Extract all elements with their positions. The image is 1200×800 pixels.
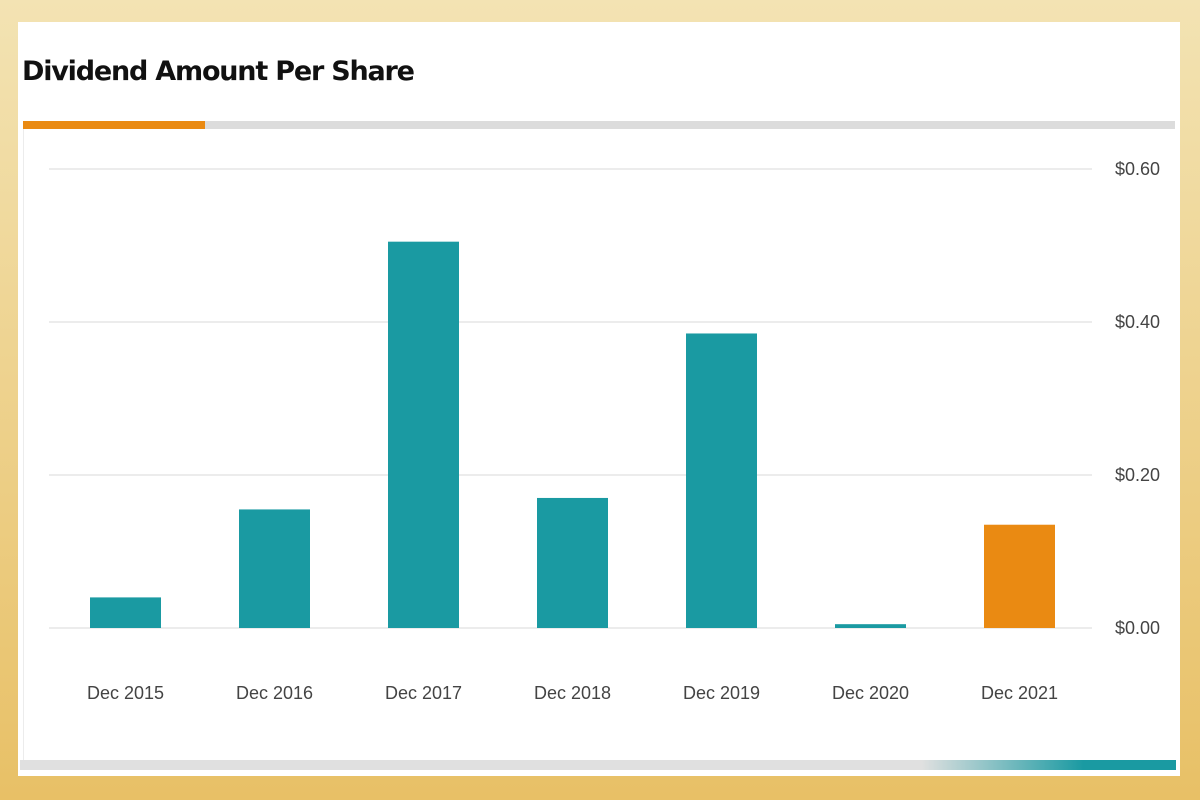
chart-title: Dividend Amount Per Share — [22, 56, 415, 87]
bar — [984, 524, 1055, 628]
bar — [388, 241, 459, 629]
x-tick-label: Dec 2021 — [981, 683, 1058, 703]
bar — [835, 624, 906, 628]
x-tick-label: Dec 2018 — [534, 683, 611, 703]
x-tick-label: Dec 2020 — [832, 683, 909, 703]
x-tick-label: Dec 2016 — [236, 683, 313, 703]
bar — [239, 509, 310, 628]
title-underline-accent — [23, 121, 205, 129]
bar-chart: $0.00 $0.20 $0.40 $0.60 Dec 2015 Dec 2016 Dec … — [49, 159, 1160, 703]
y-tick-label: $0.20 — [1115, 465, 1160, 485]
horizontal-scrollbar[interactable] — [20, 760, 1176, 770]
x-tick-label: Dec 2017 — [385, 683, 462, 703]
chart-card: Dividend Amount Per Share $0.00 $0.20 $0.4… — [18, 22, 1180, 776]
bar — [537, 497, 608, 628]
x-tick-label: Dec 2015 — [87, 683, 164, 703]
y-tick-label: $0.40 — [1115, 312, 1160, 332]
bar — [90, 597, 161, 628]
title-underline-track — [23, 121, 1175, 129]
y-tick-label: $0.00 — [1115, 618, 1160, 638]
x-tick-label: Dec 2019 — [683, 683, 760, 703]
y-tick-label: $0.60 — [1115, 159, 1160, 179]
chart-panel — [23, 129, 1171, 762]
bar — [686, 333, 757, 628]
